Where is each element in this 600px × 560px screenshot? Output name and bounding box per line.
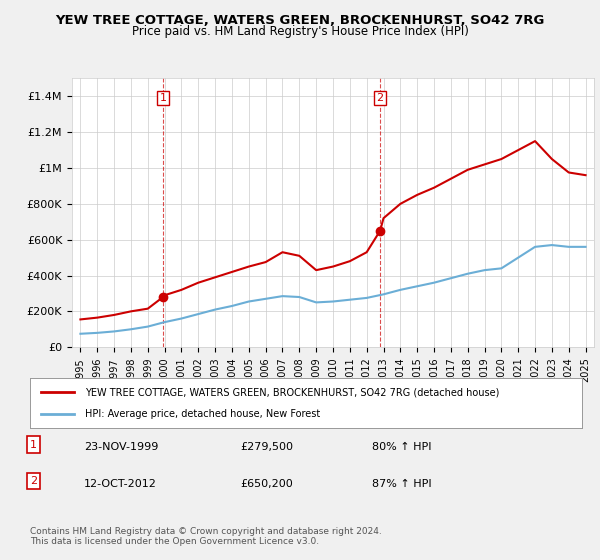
Text: 12-OCT-2012: 12-OCT-2012 bbox=[84, 479, 157, 489]
Text: 87% ↑ HPI: 87% ↑ HPI bbox=[372, 479, 431, 489]
Text: 80% ↑ HPI: 80% ↑ HPI bbox=[372, 442, 431, 452]
Text: YEW TREE COTTAGE, WATERS GREEN, BROCKENHURST, SO42 7RG (detached house): YEW TREE COTTAGE, WATERS GREEN, BROCKENH… bbox=[85, 387, 500, 397]
Text: 1: 1 bbox=[160, 93, 166, 102]
Text: 1: 1 bbox=[30, 440, 37, 450]
Text: HPI: Average price, detached house, New Forest: HPI: Average price, detached house, New … bbox=[85, 409, 320, 419]
Text: Contains HM Land Registry data © Crown copyright and database right 2024.
This d: Contains HM Land Registry data © Crown c… bbox=[30, 526, 382, 546]
Text: 2: 2 bbox=[30, 476, 37, 486]
Text: £279,500: £279,500 bbox=[240, 442, 293, 452]
Text: £650,200: £650,200 bbox=[240, 479, 293, 489]
Text: YEW TREE COTTAGE, WATERS GREEN, BROCKENHURST, SO42 7RG: YEW TREE COTTAGE, WATERS GREEN, BROCKENH… bbox=[55, 14, 545, 27]
Text: 2: 2 bbox=[377, 93, 384, 102]
Text: 23-NOV-1999: 23-NOV-1999 bbox=[84, 442, 158, 452]
Text: Price paid vs. HM Land Registry's House Price Index (HPI): Price paid vs. HM Land Registry's House … bbox=[131, 25, 469, 38]
